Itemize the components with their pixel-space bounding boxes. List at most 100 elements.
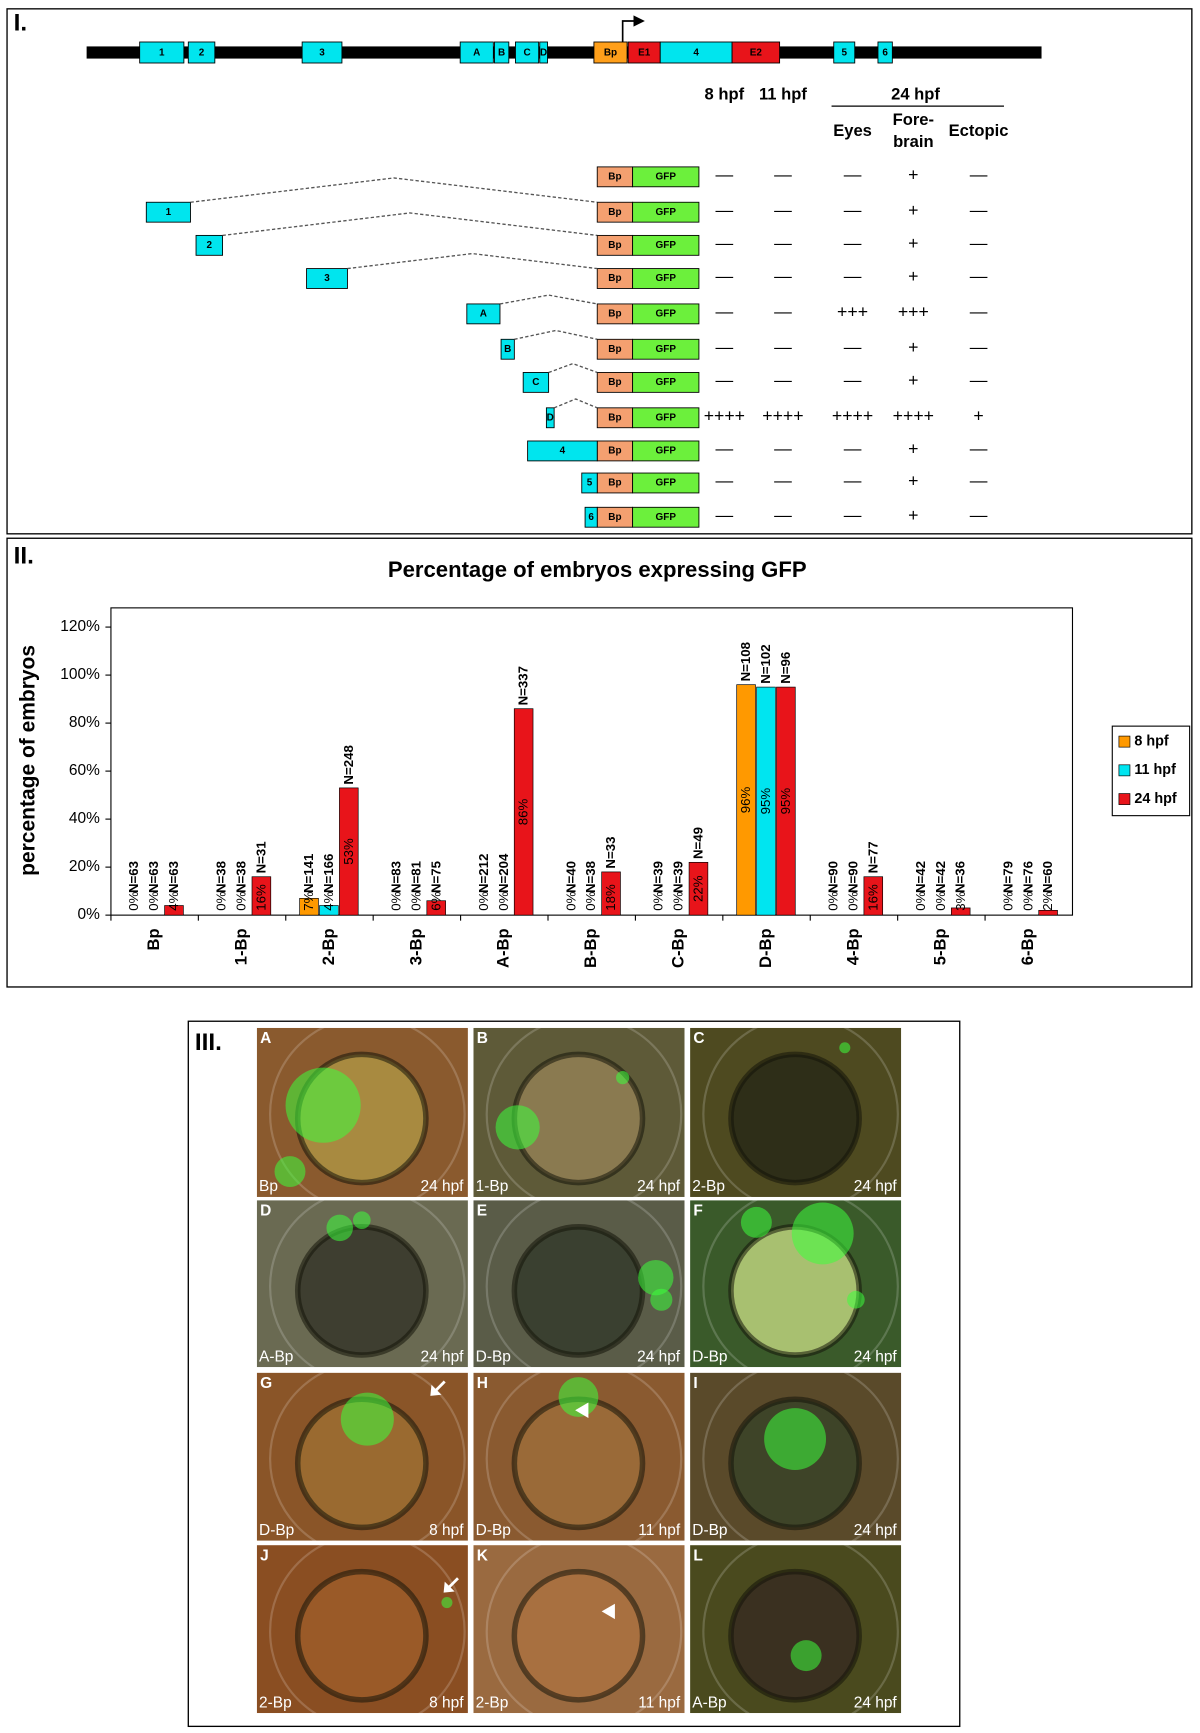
bar [513, 708, 534, 916]
link-line [347, 252, 598, 270]
expression-score: — [716, 164, 734, 184]
y-tick-label: 40% [69, 810, 100, 827]
promoter-label: Bp [608, 240, 621, 251]
y-tick-label: 120% [60, 618, 100, 635]
image-letter: J [260, 1547, 269, 1564]
n-label: N=76 [1020, 861, 1035, 893]
expression-score: — [970, 266, 988, 286]
n-label: N=204 [496, 853, 511, 893]
image-construct: 2-Bp [259, 1694, 292, 1711]
chorion [702, 1200, 899, 1368]
expression-score: — [844, 233, 862, 253]
n-label: N=166 [321, 854, 336, 893]
image-construct: D-Bp [692, 1522, 727, 1539]
expression-score: — [844, 471, 862, 491]
enhancer-label: D [547, 412, 554, 423]
image-letter: B [477, 1030, 488, 1047]
value-label: 0% [1000, 891, 1015, 910]
image-letter: L [693, 1547, 702, 1564]
reporter-box [632, 201, 700, 223]
gfp-signal [352, 1211, 371, 1230]
value-label: 96% [738, 786, 753, 813]
reporter-box [632, 506, 700, 528]
expression-score: + [908, 233, 918, 253]
gene-element-label: B [498, 48, 505, 59]
micrograph [473, 1372, 685, 1541]
enhancer-box [581, 472, 598, 494]
chorion [485, 1200, 683, 1368]
image-letter: F [693, 1202, 702, 1219]
value-label: 4% [321, 891, 336, 910]
expression-score: — [774, 471, 792, 491]
y-tick-label: 20% [69, 858, 100, 875]
expression-score: — [716, 471, 734, 491]
value-label: 95% [778, 788, 793, 815]
image-letter: E [477, 1202, 487, 1219]
bar [736, 684, 756, 916]
n-label: N=141 [301, 854, 316, 893]
reporter-box [632, 268, 700, 289]
enhancer-label: 5 [587, 478, 593, 489]
reporter-label: GFP [656, 512, 677, 523]
legend-swatch [1118, 764, 1131, 777]
n-label: N=212 [476, 854, 491, 893]
expression-score: — [970, 301, 988, 321]
enhancer-box [527, 440, 598, 462]
expression-score: — [970, 471, 988, 491]
enhancer-box [584, 506, 598, 528]
gfp-signal [740, 1206, 772, 1238]
image-construct: D-Bp [476, 1522, 511, 1539]
x-tick-label: 4-Bp [843, 928, 862, 965]
expression-score: — [774, 439, 792, 459]
expression-score: — [844, 439, 862, 459]
reporter-box [632, 166, 700, 188]
bar [756, 686, 776, 916]
pointer-head [443, 1581, 455, 1593]
promoter-label: Bp [608, 344, 621, 355]
image-letter: G [260, 1375, 272, 1392]
expression-score: — [844, 164, 862, 184]
enhancer-label: C [532, 377, 539, 388]
gene-element [833, 41, 856, 64]
image-stage: 24 hpf [854, 1522, 898, 1539]
expression-score: +++ [898, 301, 929, 321]
value-label: 0% [563, 891, 578, 910]
reporter-label: GFP [656, 344, 677, 355]
n-label: N=102 [758, 644, 773, 683]
reporter-label: GFP [656, 412, 677, 423]
gene-element-label: D [540, 48, 547, 59]
micrograph [473, 1200, 685, 1368]
n-label: N=38 [214, 861, 229, 893]
expression-score: — [716, 370, 734, 390]
enhancer-box [145, 201, 191, 223]
bar [164, 905, 184, 916]
value-label: 0% [671, 891, 686, 910]
plot-frame [110, 607, 1074, 916]
reporter-box [632, 303, 700, 325]
n-label: N=90 [845, 861, 860, 893]
image-construct: D-Bp [259, 1522, 294, 1539]
n-label: N=79 [1000, 861, 1015, 893]
panel-2-frame [6, 537, 1193, 988]
bar [776, 686, 796, 916]
reporter-label: GFP [656, 240, 677, 251]
stage-header: 11 hpf [759, 84, 807, 103]
gfp-signal [791, 1202, 854, 1265]
n-label: N=337 [516, 666, 531, 705]
image-construct: A-Bp [259, 1348, 293, 1365]
image-construct: A-Bp [692, 1694, 726, 1711]
expression-score: — [844, 370, 862, 390]
expression-score: — [970, 233, 988, 253]
chorion [269, 1027, 466, 1197]
micrograph [256, 1372, 468, 1541]
panel-label: I. [14, 10, 28, 37]
n-label: N=81 [408, 861, 423, 893]
stage-header: 24 hpf [891, 84, 940, 103]
x-tick-label: Bp [144, 928, 163, 950]
gene-element [877, 41, 893, 64]
chart-title: Percentage of embryos expressing GFP [388, 557, 807, 582]
gene-element [187, 41, 216, 64]
value-label: 2% [1040, 891, 1055, 910]
expression-score: — [716, 337, 734, 357]
x-tick-label: B-Bp [581, 928, 600, 968]
